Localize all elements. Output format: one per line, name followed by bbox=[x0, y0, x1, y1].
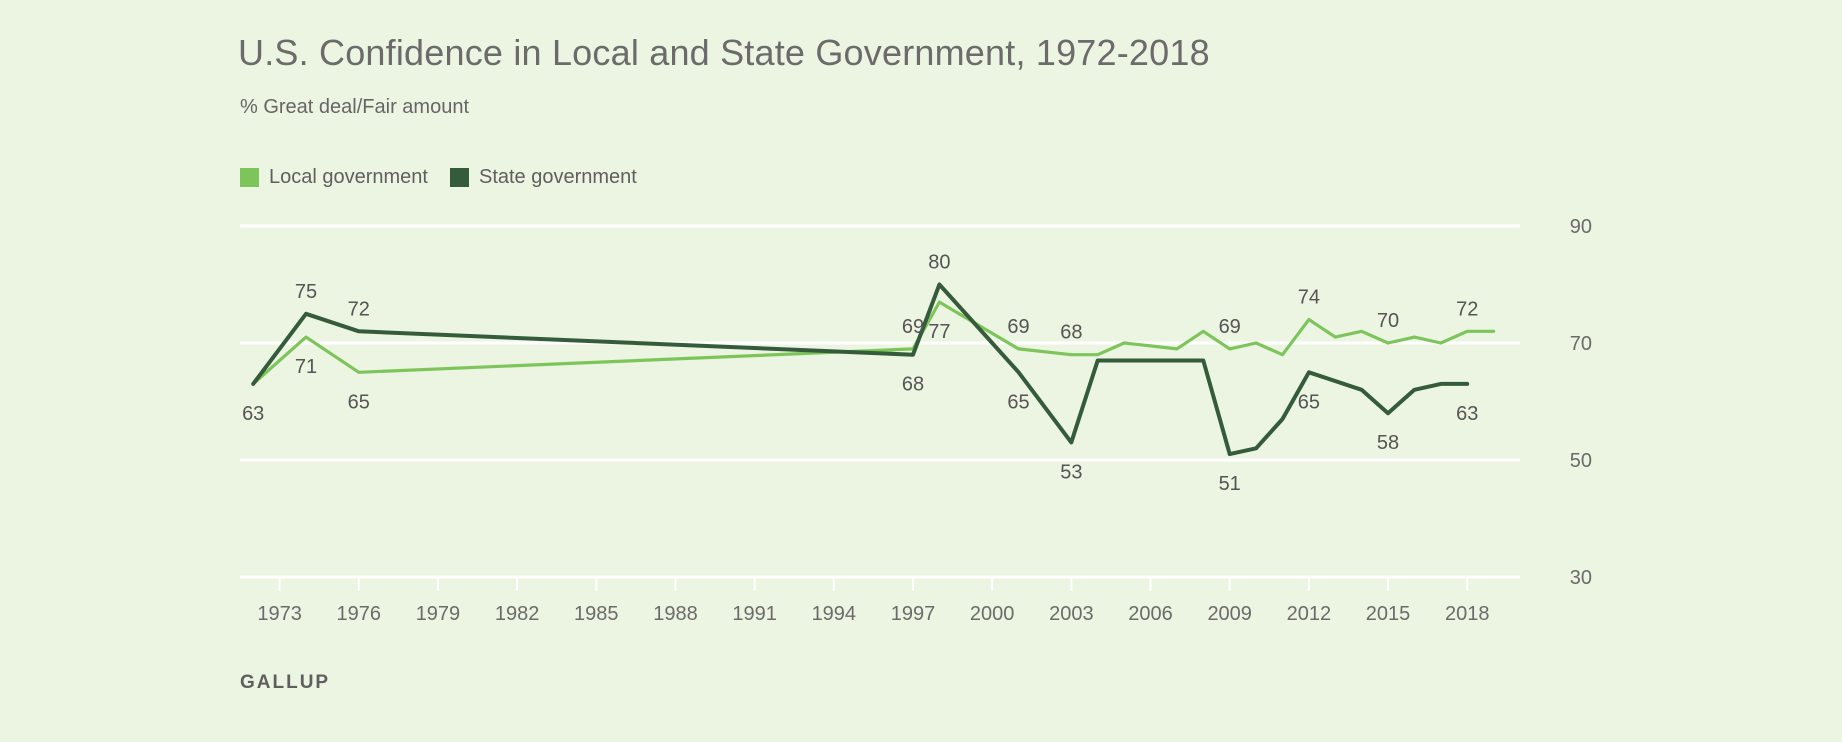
x-tick-label-2009: 2009 bbox=[1207, 603, 1252, 625]
data-label-state-2012: 65 bbox=[1298, 391, 1320, 413]
series-line-local bbox=[251, 300, 1496, 386]
data-label-state-1998: 80 bbox=[928, 252, 950, 274]
data-label-local-2003: 68 bbox=[1060, 322, 1082, 344]
data-label-state-1997: 68 bbox=[902, 374, 924, 396]
data-label-local-2012: 74 bbox=[1298, 287, 1320, 309]
data-label-local-2018: 72 bbox=[1456, 298, 1478, 320]
data-label-state-2009: 51 bbox=[1219, 473, 1241, 495]
x-tick-label-1994: 1994 bbox=[812, 603, 857, 625]
x-tick-label-1997: 1997 bbox=[891, 603, 936, 625]
data-label-state-2003: 53 bbox=[1060, 461, 1082, 483]
x-tick-label-2006: 2006 bbox=[1128, 603, 1173, 625]
source-logo: GALLUP bbox=[240, 672, 331, 693]
chart-subtitle: % Great deal/Fair amount bbox=[240, 96, 469, 118]
data-label-state-1972: 63 bbox=[242, 403, 264, 425]
data-label-local-2015: 70 bbox=[1377, 310, 1399, 332]
data-label-local-1976: 65 bbox=[348, 391, 370, 413]
legend: Local government State government bbox=[240, 166, 659, 189]
x-tick-label-2012: 2012 bbox=[1287, 603, 1332, 625]
x-tick-label-2000: 2000 bbox=[970, 603, 1015, 625]
y-tick-label-50: 50 bbox=[1570, 450, 1592, 472]
legend-swatch-state bbox=[449, 168, 469, 187]
x-tick-label-1991: 1991 bbox=[732, 603, 777, 625]
x-tick-label-1979: 1979 bbox=[416, 603, 461, 625]
x-tick-label-1973: 1973 bbox=[257, 603, 302, 625]
legend-label-state: State government bbox=[478, 166, 637, 188]
legend-label-local: Local government bbox=[269, 166, 428, 188]
x-tick-label-1985: 1985 bbox=[574, 603, 619, 625]
data-label-local-1974: 71 bbox=[295, 356, 317, 378]
data-label-state-2018: 63 bbox=[1456, 403, 1478, 425]
y-tick-label-70: 70 bbox=[1570, 333, 1592, 355]
x-tick-label-1976: 1976 bbox=[337, 603, 382, 625]
x-tick-label-1988: 1988 bbox=[653, 603, 698, 625]
data-label-state-1976: 72 bbox=[348, 298, 370, 320]
x-tick-label-2015: 2015 bbox=[1366, 603, 1411, 625]
y-tick-label-90: 90 bbox=[1570, 216, 1592, 238]
legend-swatch-local bbox=[240, 168, 259, 187]
data-label-local-2009: 69 bbox=[1219, 316, 1241, 338]
x-tick-label-1982: 1982 bbox=[495, 603, 540, 625]
data-label-local-1998: 77 bbox=[928, 321, 950, 343]
data-label-local-1997: 69 bbox=[902, 316, 924, 338]
data-label-state-2015: 58 bbox=[1377, 432, 1399, 454]
chart-title: U.S. Confidence in Local and State Gover… bbox=[238, 32, 1210, 73]
data-label-local-2001: 69 bbox=[1007, 316, 1029, 338]
legend-item-state: State government bbox=[449, 166, 637, 189]
data-label-state-2001: 65 bbox=[1007, 391, 1029, 413]
y-tick-label-30: 30 bbox=[1570, 567, 1592, 589]
x-tick-label-2018: 2018 bbox=[1445, 603, 1490, 625]
data-label-state-1974: 75 bbox=[295, 281, 317, 303]
series-line-state bbox=[251, 282, 1470, 457]
legend-item-local: Local government bbox=[240, 166, 428, 189]
x-tick-label-2003: 2003 bbox=[1049, 603, 1094, 625]
